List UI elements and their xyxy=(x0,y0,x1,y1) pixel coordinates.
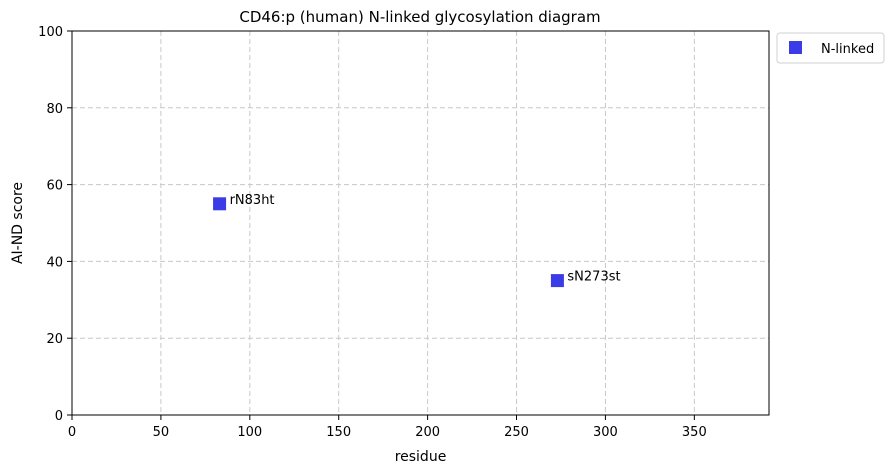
chart-title: CD46:p (human) N-linked glycosylation di… xyxy=(239,8,600,26)
y-tick-label: 40 xyxy=(46,255,63,270)
legend-box xyxy=(776,32,885,64)
x-tick-label: 50 xyxy=(153,425,170,440)
data-point xyxy=(550,274,564,288)
x-tick-label: 250 xyxy=(504,425,529,440)
x-tick-label: 200 xyxy=(415,425,440,440)
y-tick-label: 60 xyxy=(46,179,63,194)
y-tick-label: 0 xyxy=(55,409,63,424)
x-tick-label: 350 xyxy=(682,425,707,440)
x-axis-label: residue xyxy=(395,449,447,465)
x-tick-label: 150 xyxy=(326,425,351,440)
x-tick-label: 0 xyxy=(68,425,76,440)
plot-frame xyxy=(71,30,770,416)
x-axis-ticks: 0 50 100 150 200 250 300 350 xyxy=(68,415,707,440)
y-axis-label: AI-ND score xyxy=(10,182,26,264)
legend-label: N-linked xyxy=(821,42,874,57)
grid xyxy=(72,31,769,415)
data-point-label: sN273st xyxy=(567,270,620,285)
y-tick-label: 100 xyxy=(38,25,63,40)
data-point-label: rN83ht xyxy=(230,193,275,208)
y-axis-ticks: 0 20 40 60 80 100 xyxy=(38,25,72,424)
legend-marker xyxy=(789,41,802,54)
y-tick-label: 20 xyxy=(46,332,63,347)
y-tick-label: 80 xyxy=(46,102,63,117)
data-points: rN83ht sN273st xyxy=(213,193,621,288)
data-point xyxy=(213,197,227,211)
legend: N-linked xyxy=(776,32,885,64)
x-tick-label: 300 xyxy=(593,425,618,440)
x-tick-label: 100 xyxy=(237,425,262,440)
